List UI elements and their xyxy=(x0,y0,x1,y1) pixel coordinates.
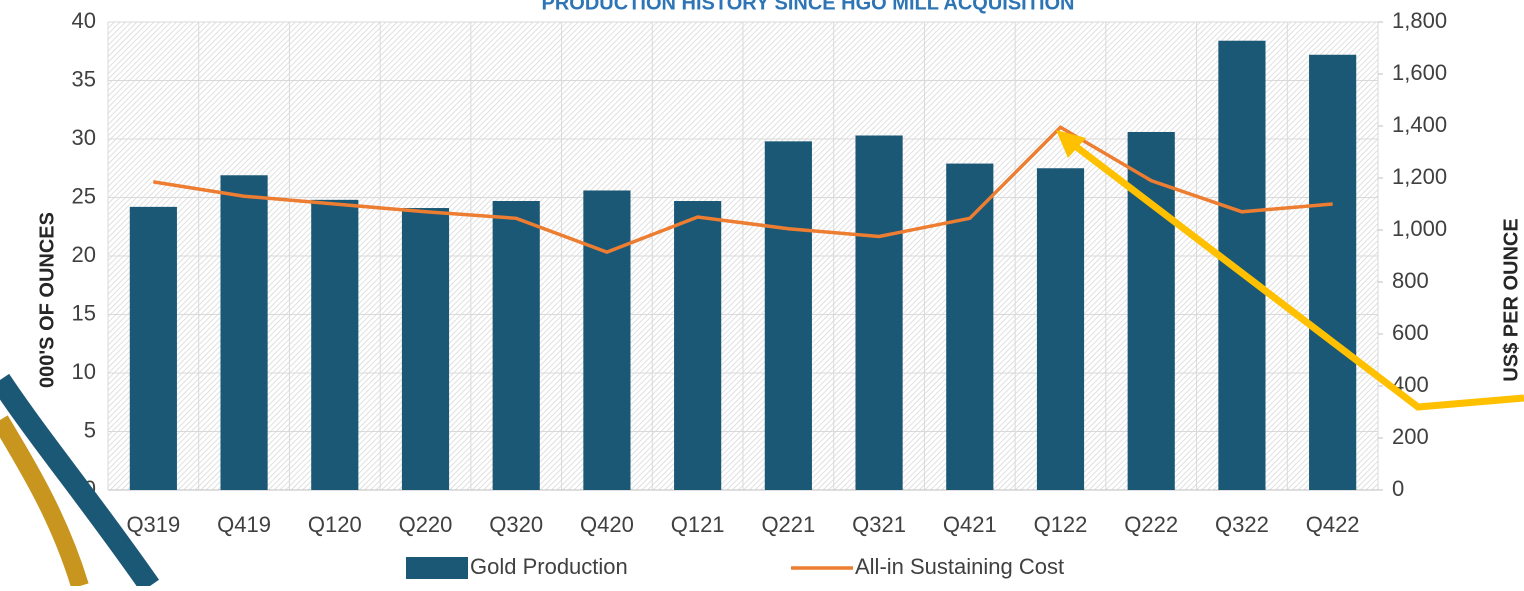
y-tick-label: 20 xyxy=(72,242,96,267)
y-tick-label: 15 xyxy=(72,300,96,325)
y2-tick-label: 0 xyxy=(1392,476,1404,501)
y-tick-label: 30 xyxy=(72,125,96,150)
legend-label: Gold Production xyxy=(470,554,628,579)
x-tick-label: Q222 xyxy=(1124,512,1178,537)
y-tick-label: 5 xyxy=(84,417,96,442)
bar xyxy=(130,207,177,490)
bar xyxy=(583,190,630,490)
bar xyxy=(311,200,358,490)
bar xyxy=(946,164,993,490)
y2-tick-label: 1,400 xyxy=(1392,112,1447,137)
y2-tick-label: 1,000 xyxy=(1392,216,1447,241)
chart-title: PRODUCTION HISTORY SINCE HGO MILL ACQUIS… xyxy=(542,0,1075,14)
bar xyxy=(765,141,812,490)
x-tick-label: Q122 xyxy=(1034,512,1088,537)
y2-tick-label: 600 xyxy=(1392,320,1429,345)
x-tick-label: Q420 xyxy=(580,512,634,537)
x-tick-label: Q319 xyxy=(126,512,180,537)
y-tick-label: 40 xyxy=(72,8,96,33)
bar xyxy=(855,135,902,490)
y2-tick-label: 200 xyxy=(1392,424,1429,449)
y-tick-label: 25 xyxy=(72,183,96,208)
x-tick-label: Q221 xyxy=(761,512,815,537)
bar xyxy=(402,208,449,490)
y2-axis-title: US$ PER OUNCE xyxy=(1500,218,1522,381)
page: {"chart_data": {"type": "bar-line", "tit… xyxy=(0,0,1524,586)
x-tick-label: Q419 xyxy=(217,512,271,537)
y2-tick-label: 1,800 xyxy=(1392,8,1447,33)
y2-tick-label: 1,600 xyxy=(1392,60,1447,85)
bar xyxy=(1037,168,1084,490)
bar xyxy=(674,201,721,490)
y-tick-label: 10 xyxy=(72,359,96,384)
x-tick-label: Q220 xyxy=(399,512,453,537)
bar xyxy=(1309,55,1356,490)
x-tick-label: Q320 xyxy=(489,512,543,537)
x-tick-label: Q321 xyxy=(852,512,906,537)
y2-tick-label: 1,200 xyxy=(1392,164,1447,189)
chart: PRODUCTION HISTORY SINCE HGO MILL ACQUIS… xyxy=(0,0,1524,586)
x-tick-label: Q421 xyxy=(943,512,997,537)
y2-tick-label: 800 xyxy=(1392,268,1429,293)
x-tick-label: Q121 xyxy=(671,512,725,537)
y-axis-title: 000'S OF OUNCES xyxy=(36,212,58,388)
x-tick-label: Q120 xyxy=(308,512,362,537)
bar xyxy=(220,175,267,490)
x-tick-label: Q322 xyxy=(1215,512,1269,537)
x-tick-label: Q422 xyxy=(1306,512,1360,537)
y-tick-label: 35 xyxy=(72,66,96,91)
legend-label: All-in Sustaining Cost xyxy=(855,554,1064,579)
bar xyxy=(1218,41,1265,490)
bar xyxy=(493,201,540,490)
legend-swatch xyxy=(406,557,468,579)
